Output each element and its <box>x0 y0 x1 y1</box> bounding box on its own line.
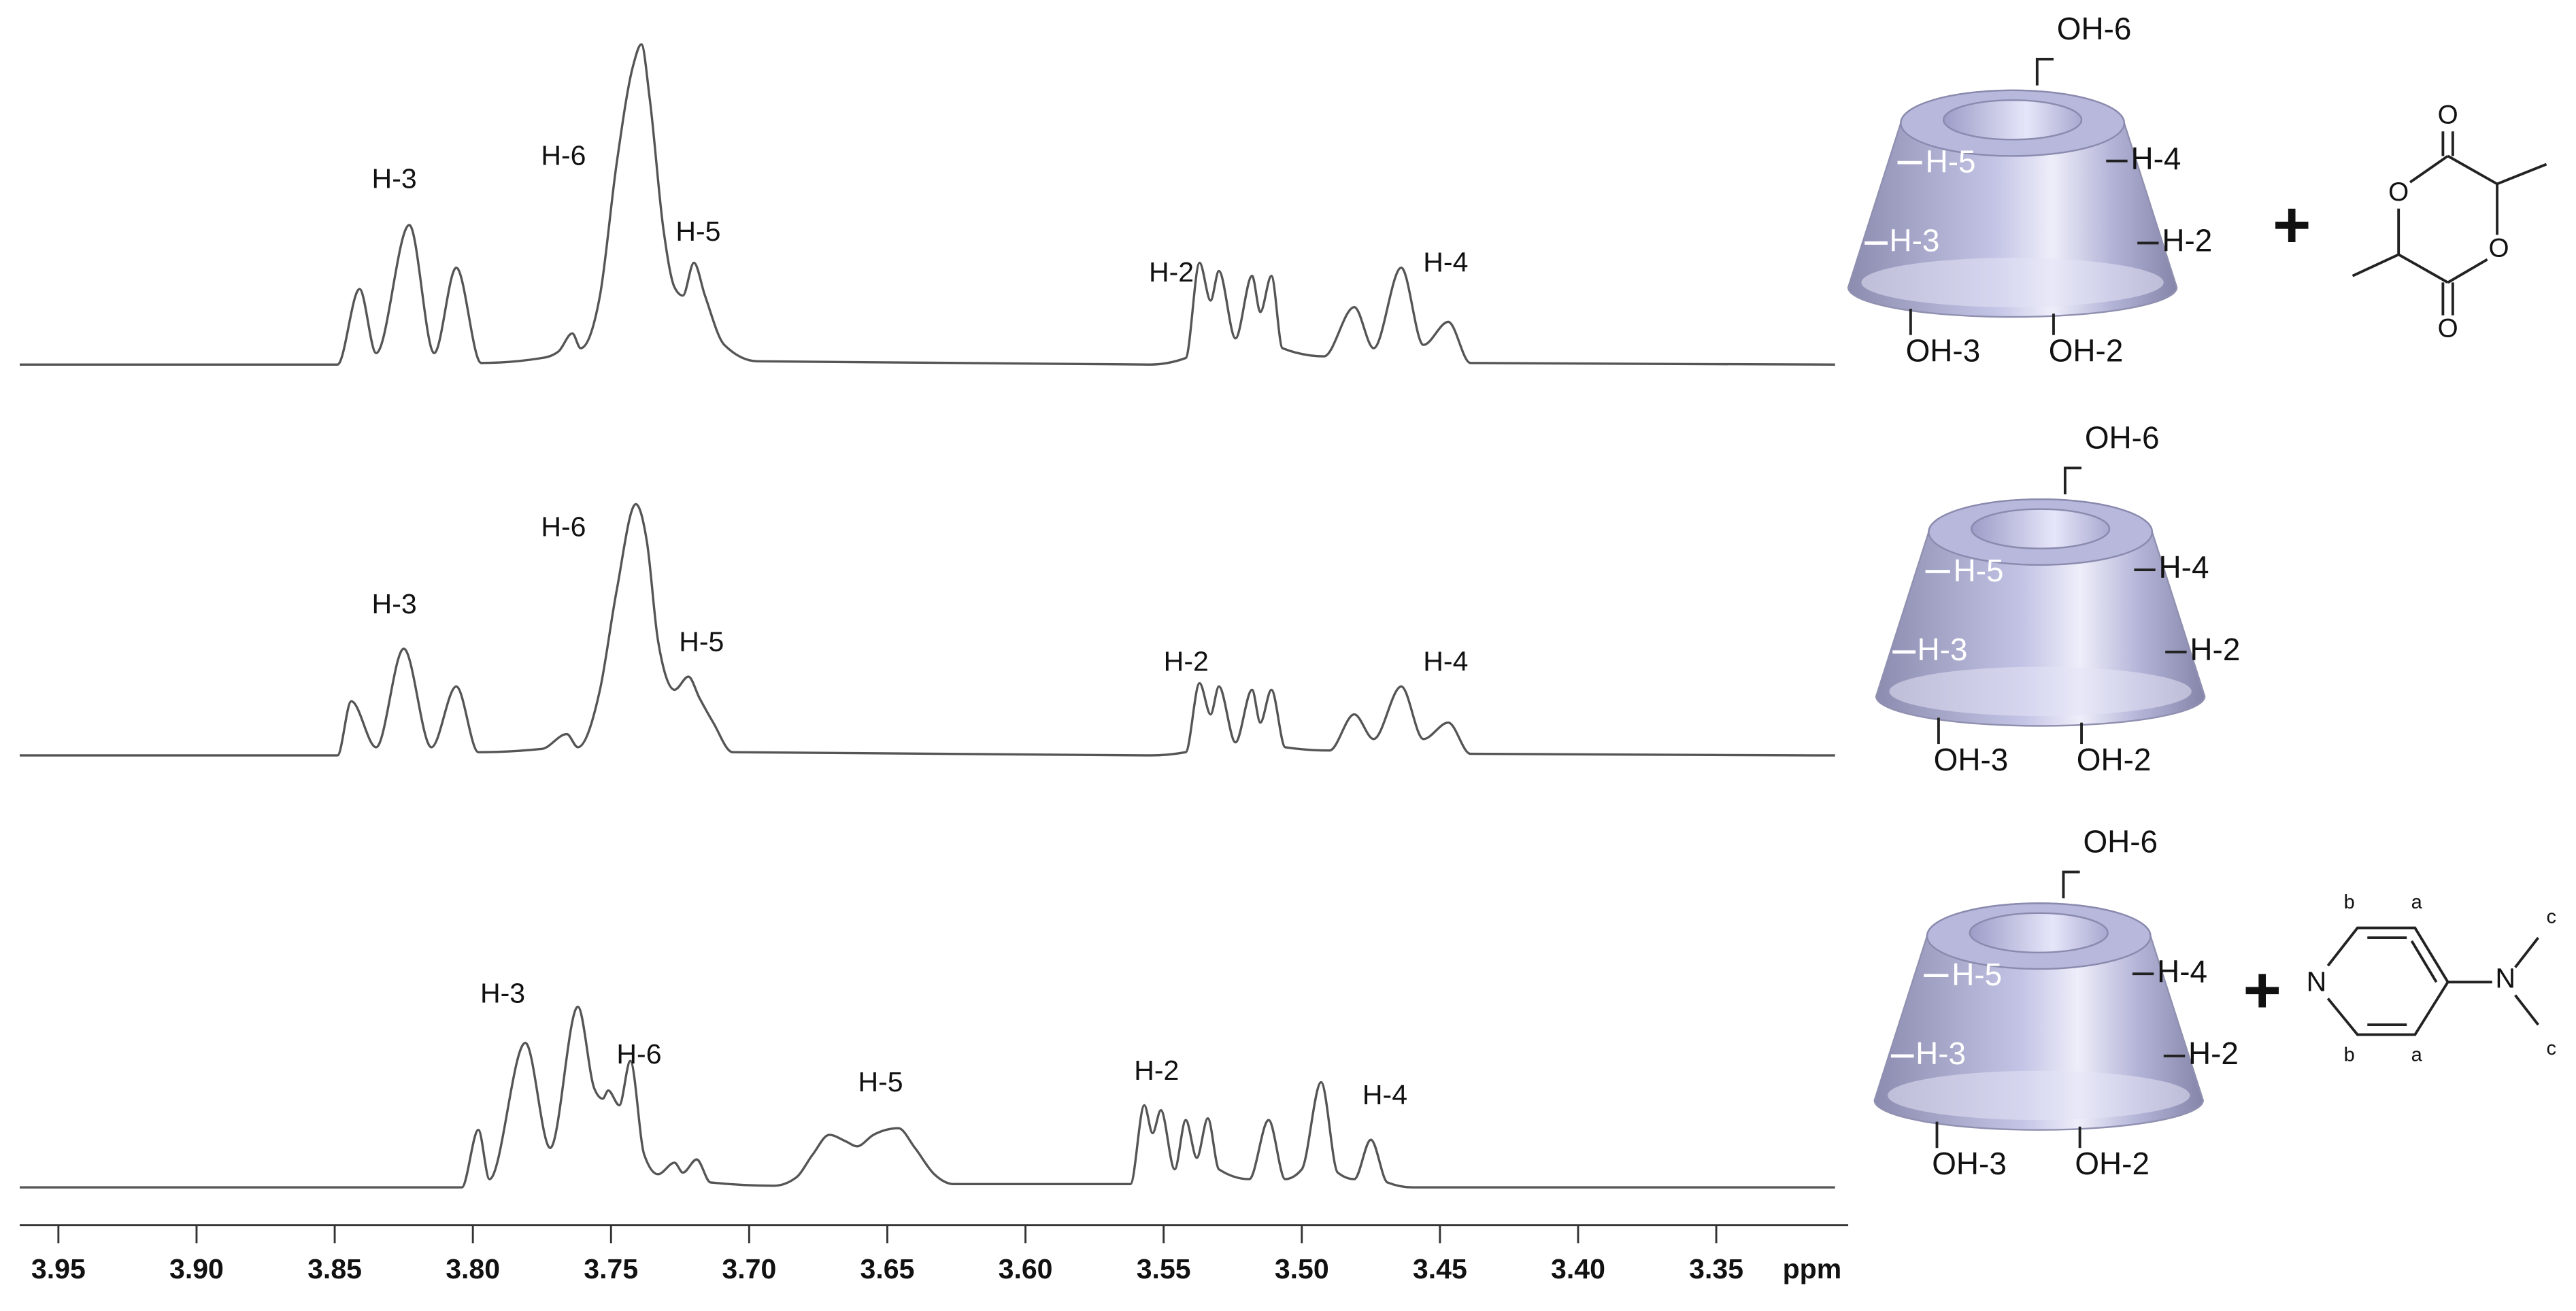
plus-sign: + <box>2243 954 2281 1027</box>
x-tick-label: 3.80 <box>446 1253 500 1284</box>
cone-1 <box>1848 59 2177 335</box>
atom-label: c <box>2547 906 2556 928</box>
peak-label: H-6 <box>541 511 586 543</box>
cd-label: H-2 <box>2188 1036 2239 1071</box>
cd-label: OH-3 <box>1906 333 1981 368</box>
cd-label: OH-2 <box>2077 742 2152 777</box>
x-tick-label: 3.90 <box>169 1253 224 1284</box>
cone-2 <box>1876 468 2205 744</box>
atom-label: O <box>2388 177 2409 207</box>
cd-label: OH-6 <box>2057 11 2132 46</box>
peak-label: H-2 <box>1164 646 1209 677</box>
cd-label: OH-2 <box>2049 333 2124 368</box>
atom-label: O <box>2488 233 2509 262</box>
cd-label: H-5 <box>1952 957 2002 992</box>
cd-label: H-5 <box>1954 553 2004 588</box>
atom-label: O <box>2438 101 2458 130</box>
cd-label: H-4 <box>2157 953 2207 989</box>
atom-label: b <box>2344 1044 2355 1066</box>
peak-label: H-4 <box>1362 1079 1407 1110</box>
spectrum <box>19 503 1835 757</box>
cd-label: OH-2 <box>2075 1146 2150 1181</box>
x-tick-label: 3.95 <box>31 1253 86 1284</box>
x-tick-label: 3.45 <box>1413 1253 1467 1284</box>
peak-label: H-3 <box>372 163 417 194</box>
spectrum <box>19 43 1835 366</box>
plus-sign: + <box>2273 189 2311 262</box>
peak-label: H-3 <box>372 588 417 619</box>
x-tick-label: 3.35 <box>1689 1253 1743 1284</box>
x-tick-label: 3.40 <box>1551 1253 1605 1284</box>
peak-label: H-5 <box>858 1066 903 1097</box>
cd-label: H-2 <box>2162 223 2212 258</box>
x-tick-label: 3.85 <box>307 1253 362 1284</box>
cd-label: H-2 <box>2190 632 2240 667</box>
lactide-bonds <box>2352 131 2547 316</box>
dmap-bonds <box>2326 926 2539 1036</box>
peak-label: H-2 <box>1134 1055 1179 1086</box>
peak-label: H-6 <box>541 140 586 171</box>
spectrum <box>19 1005 1835 1189</box>
x-tick-label: 3.65 <box>860 1253 915 1284</box>
peak-label: H-6 <box>616 1038 661 1070</box>
x-tick-label: 3.60 <box>999 1253 1053 1284</box>
atom-label: O <box>2438 314 2458 343</box>
peak-label: H-4 <box>1423 247 1468 278</box>
cd-label: H-3 <box>1918 632 1968 667</box>
atom-label: a <box>2411 1044 2423 1066</box>
atom-label: b <box>2344 891 2355 913</box>
peak-label: H-5 <box>679 626 724 658</box>
x-tick-label: 3.70 <box>722 1253 776 1284</box>
peak-label: H-2 <box>1149 256 1194 288</box>
peak-label: H-5 <box>675 216 720 247</box>
atom-label: c <box>2547 1038 2556 1059</box>
cd-label: H-4 <box>2130 141 2181 176</box>
cone-3 <box>1875 872 2203 1148</box>
peak-label: H-3 <box>480 977 525 1008</box>
cd-label: OH-6 <box>2085 420 2160 455</box>
x-axis-label: ppm <box>1783 1253 1842 1284</box>
cd-label: H-3 <box>1889 223 1939 258</box>
atom-label: N <box>2307 966 2327 998</box>
cd-label: OH-3 <box>1934 742 2009 777</box>
x-tick-label: 3.50 <box>1275 1253 1329 1284</box>
peak-label: H-4 <box>1423 646 1468 677</box>
cd-label: H-3 <box>1916 1036 1966 1071</box>
cd-label: H-4 <box>2159 549 2209 585</box>
cd-label: H-5 <box>1926 144 1976 180</box>
cd-label: OH-6 <box>2083 824 2158 859</box>
x-tick-label: 3.75 <box>584 1253 638 1284</box>
atom-label: N <box>2495 963 2515 994</box>
cd-label: OH-3 <box>1932 1146 2007 1181</box>
atom-label: a <box>2411 891 2423 913</box>
x-tick-label: 3.55 <box>1137 1253 1191 1284</box>
